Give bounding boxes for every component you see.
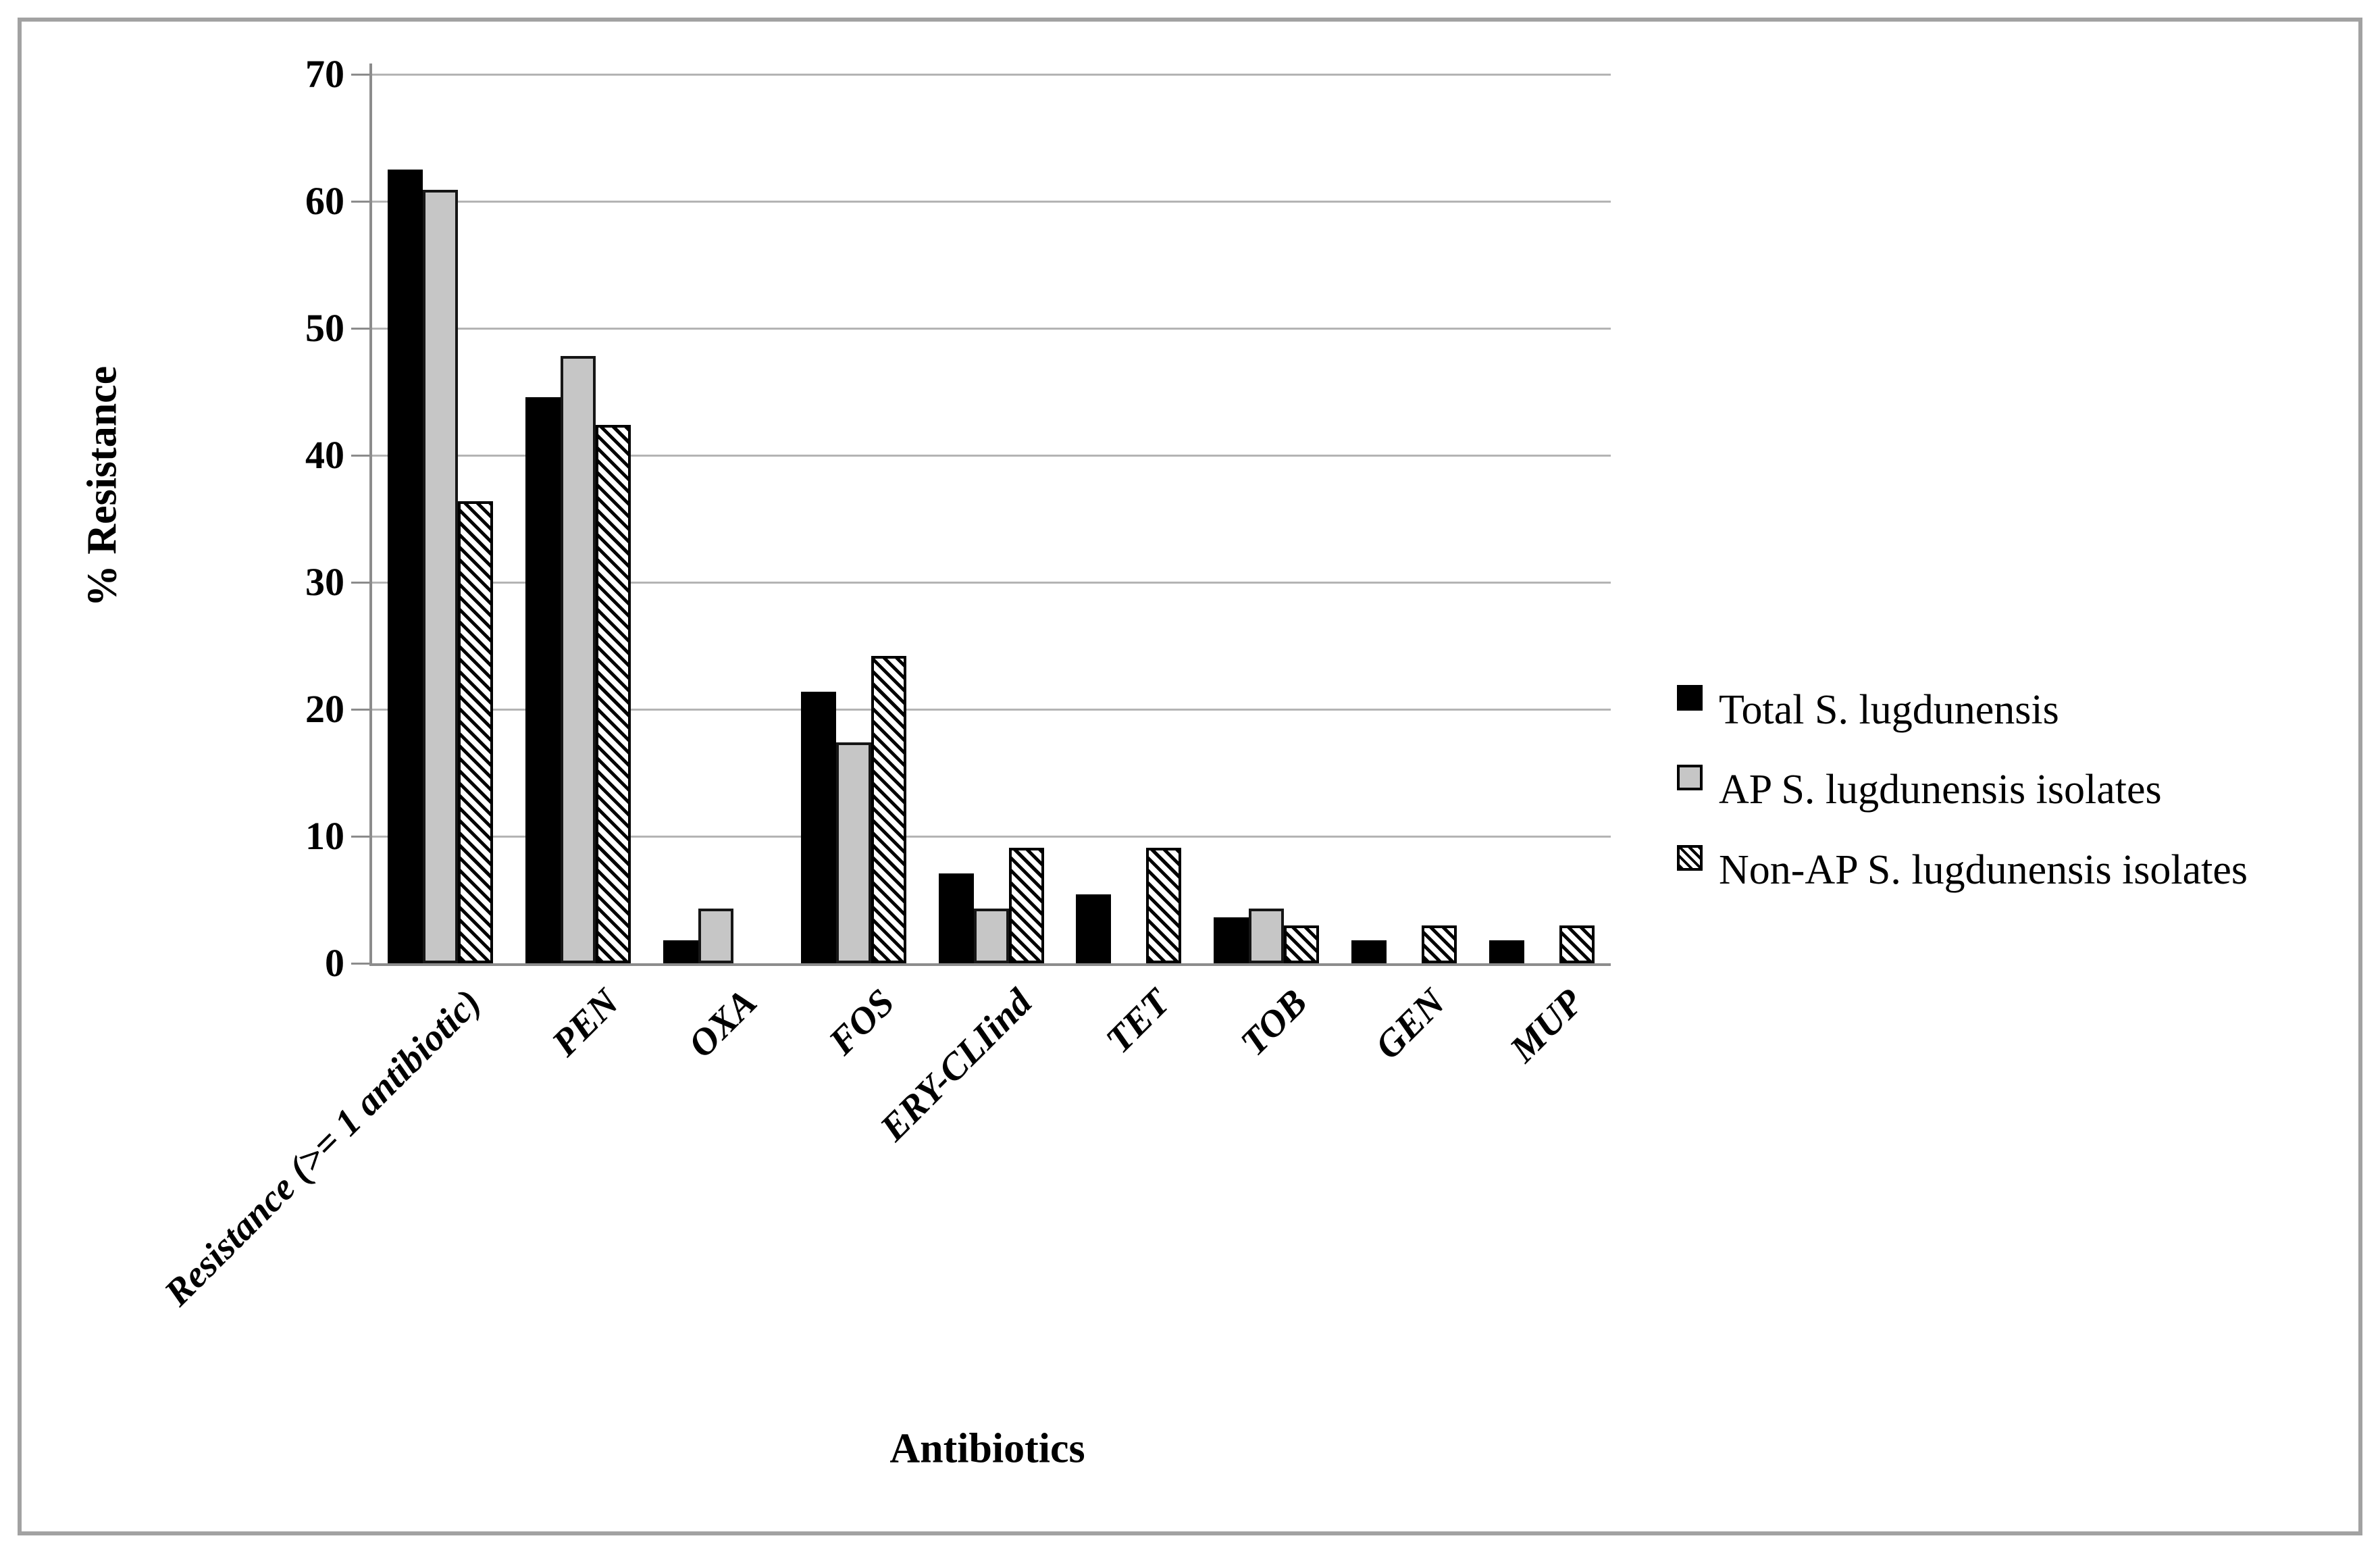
gridline-60 — [371, 201, 1611, 203]
y-tick-label-50: 50 — [305, 306, 344, 350]
y-axis-tick-50 — [351, 328, 371, 330]
legend-label: Non-AP S. lugdunensis isolates — [1719, 847, 2248, 893]
bar-solid-black-fos — [801, 692, 836, 963]
y-tick-label-40: 40 — [305, 433, 344, 477]
bar-diagonal-hatch-resistance-1-antibiotic- — [458, 501, 493, 963]
gridline-30 — [371, 582, 1611, 584]
gridline-70 — [371, 74, 1611, 76]
bar-solid-gray-tob — [1249, 909, 1284, 963]
gridline-50 — [371, 328, 1611, 330]
bar-solid-black-mup — [1489, 940, 1524, 963]
y-axis-line — [369, 63, 372, 966]
y-axis-tick-60 — [351, 201, 371, 203]
y-tick-label-30: 30 — [305, 560, 344, 604]
bar-diagonal-hatch-mup — [1559, 925, 1595, 963]
y-tick-label-60: 60 — [305, 179, 344, 223]
legend-marker-solid-gray — [1677, 765, 1703, 790]
bar-solid-black-tob — [1214, 917, 1249, 963]
bar-solid-black-gen — [1351, 940, 1387, 963]
y-tick-label-0: 0 — [325, 941, 344, 985]
bar-solid-black-resistance-1-antibiotic- — [388, 170, 423, 963]
gridline-40 — [371, 455, 1611, 457]
bar-diagonal-hatch-tob — [1284, 925, 1319, 963]
bar-solid-gray-resistance-1-antibiotic- — [423, 190, 458, 963]
y-axis-tick-40 — [351, 455, 371, 457]
bar-solid-black-pen — [525, 397, 561, 963]
figure-border — [18, 18, 2362, 1535]
gridline-20 — [371, 709, 1611, 711]
y-axis-tick-0 — [351, 963, 371, 965]
bar-solid-black-tet — [1076, 894, 1111, 963]
y-tick-label-70: 70 — [305, 52, 344, 96]
bar-diagonal-hatch-gen — [1422, 925, 1457, 963]
bar-diagonal-hatch-fos — [871, 656, 906, 963]
y-axis-tick-30 — [351, 582, 371, 584]
x-axis-line — [369, 963, 1611, 966]
x-axis-title: Antibiotics — [889, 1425, 1085, 1472]
bar-diagonal-hatch-pen — [596, 425, 631, 963]
legend-label: AP S. lugdunensis isolates — [1719, 767, 2162, 813]
y-axis-tick-20 — [351, 709, 371, 711]
bar-solid-gray-fos — [836, 742, 871, 963]
y-tick-label-10: 10 — [305, 814, 344, 858]
legend-label: Total S. lugdunensis — [1719, 687, 2059, 733]
y-axis-tick-70 — [351, 74, 371, 76]
legend-marker-solid-black — [1677, 685, 1703, 711]
legend-marker-diagonal-hatch — [1677, 845, 1703, 871]
gridline-10 — [371, 836, 1611, 838]
y-axis-tick-10 — [351, 836, 371, 838]
bar-solid-gray-pen — [561, 356, 596, 963]
bar-diagonal-hatch-tet — [1146, 848, 1181, 963]
y-tick-label-20: 20 — [305, 687, 344, 731]
bar-solid-black-ery-cliind — [939, 873, 974, 963]
bar-solid-black-oxa — [663, 940, 698, 963]
y-axis-title: % Resistance — [79, 365, 126, 607]
bar-diagonal-hatch-ery-cliind — [1009, 848, 1044, 963]
bar-solid-gray-ery-cliind — [974, 909, 1009, 963]
bar-solid-gray-oxa — [698, 909, 733, 963]
